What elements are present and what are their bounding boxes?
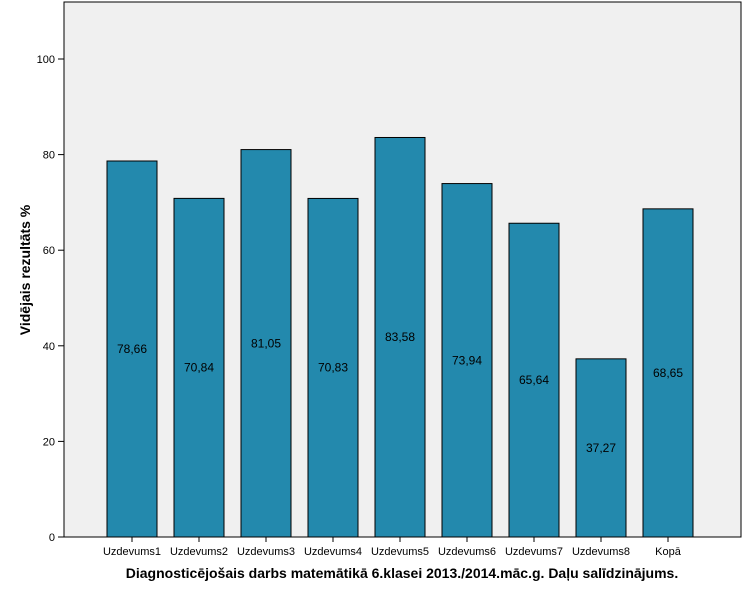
y-axis: 0 20 40 60 80 100 [37, 54, 64, 544]
bar [575, 358, 627, 538]
data-label: 70,83 [318, 361, 348, 375]
category-label: Uzdevums4 [304, 546, 362, 558]
category-label: Uzdevums1 [103, 546, 161, 558]
data-label: 81,05 [251, 336, 281, 350]
data-label: 83,58 [385, 330, 415, 344]
bar [307, 197, 359, 538]
y-tick-label: 60 [43, 245, 55, 257]
y-tick-label: 100 [37, 54, 55, 66]
bar [441, 183, 493, 538]
y-tick-label: 20 [43, 436, 55, 448]
y-tick-label: 0 [49, 532, 55, 544]
y-tick-label: 80 [43, 150, 55, 162]
bar [173, 197, 225, 538]
bar [240, 149, 292, 538]
x-axis: Uzdevums1 Uzdevums2 Uzdevums3 Uzdevums4 Uzde… [103, 537, 682, 558]
bar [106, 160, 158, 538]
y-axis-title: Vidējais rezultāts % [17, 204, 33, 335]
category-label: Uzdevums2 [170, 546, 228, 558]
data-label: 65,64 [519, 373, 549, 387]
category-label: Uzdevums5 [371, 546, 429, 558]
data-label: 78,66 [117, 342, 147, 356]
category-label: Uzdevums3 [237, 546, 295, 558]
y-tick-label: 40 [43, 341, 55, 353]
category-label: Uzdevums8 [572, 546, 630, 558]
data-label: 73,94 [452, 353, 482, 367]
data-label: 37,27 [586, 441, 616, 455]
bar [642, 208, 694, 538]
data-label: 68,65 [653, 366, 683, 380]
data-label: 70,84 [184, 361, 214, 375]
bars: 78,66 70,84 81,05 70,83 83,58 73,94 65,64 37,27… [106, 136, 694, 538]
category-label: Uzdevums6 [438, 546, 496, 558]
category-label: Kopā [655, 546, 682, 558]
bar [374, 136, 426, 538]
category-label: Uzdevums7 [505, 546, 563, 558]
x-axis-title: Diagnosticējošais darbs matemātikā 6.kla… [126, 565, 679, 581]
